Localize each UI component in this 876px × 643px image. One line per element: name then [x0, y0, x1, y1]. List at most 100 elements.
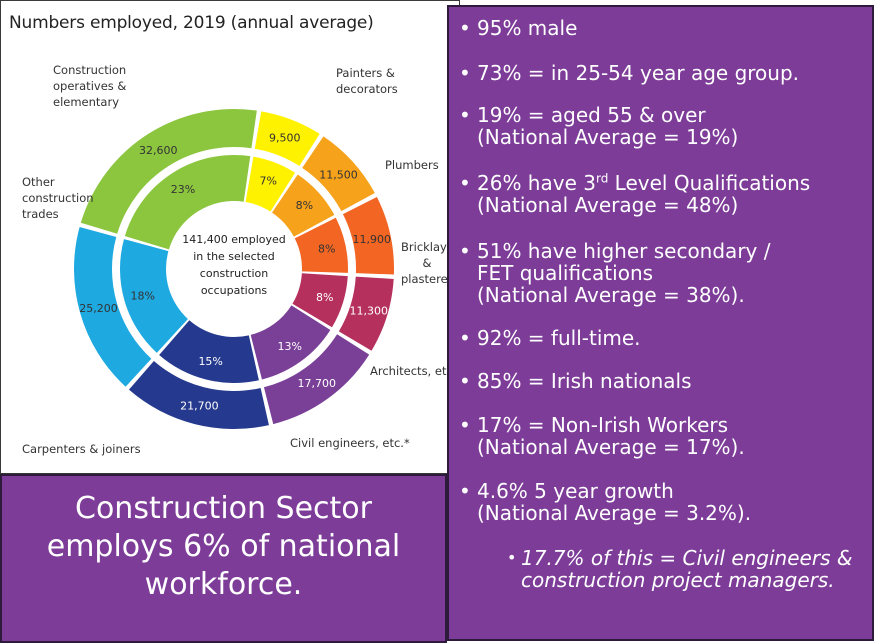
bullet-icon: • — [459, 61, 471, 85]
percent-label: 8% — [318, 243, 335, 256]
fact-line: (National Average = 17%). — [477, 435, 745, 459]
value-label: 11,300 — [349, 305, 388, 318]
bullet-icon: • — [459, 326, 471, 350]
bullet-icon: • — [459, 16, 471, 40]
inner-slice — [245, 156, 296, 212]
percent-label: 15% — [198, 355, 222, 368]
fact-line: 17% = Non-Irish Workers — [477, 413, 729, 437]
percent-label: 7% — [259, 174, 276, 187]
sub-fact-line: 17.7% of this = Civil engineers — [521, 546, 831, 570]
fact-line: 95% male — [477, 16, 578, 40]
category-label: plasterers — [401, 272, 458, 286]
fact-line: 4.6% 5 year growth — [477, 479, 674, 503]
bullet-icon: • — [459, 239, 471, 263]
center-label: in the selected — [193, 250, 275, 263]
fact-line: 92% = full-time. — [477, 326, 641, 350]
sub-fact-line: managers. — [727, 568, 835, 592]
value-label: 32,600 — [139, 144, 178, 157]
bullet-icon: • — [507, 548, 517, 567]
inner-slice — [124, 155, 251, 250]
category-label: Plumbers — [385, 158, 439, 172]
fact-line: (National Average = 48%) — [477, 193, 739, 217]
headline-line: employs 6% of national — [46, 529, 401, 564]
value-label: 9,500 — [269, 131, 301, 144]
category-label: Civil engineers, etc.* — [290, 436, 410, 450]
percent-label: 23% — [171, 183, 195, 196]
percent-label: 8% — [296, 199, 313, 212]
category-label: Other — [22, 175, 55, 189]
category-label: construction — [22, 191, 94, 205]
category-label: elementary — [53, 95, 119, 109]
percent-label: 13% — [278, 340, 302, 353]
category-label: Carpenters & joiners — [22, 442, 141, 456]
outer-slice — [254, 111, 320, 166]
fact-item: • 17% = Non-Irish Workers (National Aver… — [459, 413, 872, 459]
value-label: 11,900 — [352, 233, 391, 246]
headline-line: Construction Sector — [75, 491, 372, 526]
outer-slice — [80, 109, 257, 234]
fact-line: 26% have 3rd Level Qualifications — [477, 172, 872, 194]
outer-slice — [73, 227, 152, 387]
fact-item: • 51% have higher secondary / FET qualif… — [459, 239, 872, 307]
center-label: construction — [200, 267, 268, 280]
fact-line: 51% have higher secondary / — [477, 239, 771, 263]
percent-label: 18% — [130, 289, 154, 302]
headline-line: workforce. — [144, 567, 303, 602]
sub-fact-item: • 17.7% of this = Civil engineers & cons… — [507, 546, 866, 592]
fact-line: FET qualifications — [477, 261, 654, 285]
donut-chart: 32,600 23% Construction operatives & element… — [22, 63, 459, 456]
inner-slice — [119, 239, 188, 353]
category-label: Construction — [53, 63, 126, 77]
category-label: Bricklayers — [401, 240, 459, 254]
value-label: 25,200 — [79, 302, 118, 315]
fact-item: • 92% = full-time. — [459, 326, 872, 350]
fact-line: (National Average = 38%). — [477, 283, 745, 307]
outer-slice — [302, 136, 375, 212]
category-label: trades — [22, 207, 59, 221]
category-label: & — [423, 256, 432, 270]
inner-slice — [294, 217, 348, 273]
category-label: operatives & — [53, 79, 126, 93]
chart-title: Numbers employed, 2019 (annual average) — [9, 13, 374, 33]
outer-slice — [338, 276, 394, 351]
bullet-icon: • — [459, 171, 471, 195]
fact-line: (National Average = 19%) — [477, 125, 739, 149]
bullet-icon: • — [459, 103, 471, 127]
inner-slice — [292, 273, 348, 328]
fact-line: 85% = Irish nationals — [477, 369, 692, 393]
fact-item: • 73% = in 25-54 year age group. — [459, 61, 872, 85]
category-label: decorators — [336, 82, 398, 96]
superscript: rd — [595, 171, 609, 186]
fact-item: • 4.6% 5 year growth (National Average =… — [459, 479, 872, 525]
fact-text: 26% have 3 — [477, 171, 596, 195]
headline-text: Construction Sector employs 6% of nation… — [2, 490, 445, 604]
value-label: 17,700 — [298, 377, 337, 390]
outer-slice — [263, 334, 370, 425]
fact-item: • 19% = aged 55 & over (National Average… — [459, 103, 872, 149]
inner-slice — [272, 174, 335, 237]
percent-label: 8% — [316, 291, 333, 304]
value-label: 11,500 — [319, 168, 358, 181]
outer-slice — [128, 361, 269, 429]
value-label: 21,700 — [180, 400, 219, 413]
center-label: occupations — [201, 284, 268, 297]
category-label: Painters & — [336, 66, 395, 80]
fact-line: 73% = in 25-54 year age group. — [477, 61, 800, 85]
fact-item: • 26% have 3rd Level Qualifications (Nat… — [459, 172, 872, 217]
bullet-icon: • — [459, 479, 471, 503]
outer-slice — [342, 197, 394, 275]
inner-slice — [159, 320, 259, 383]
fact-item: • 85% = Irish nationals — [459, 369, 872, 393]
bullet-icon: • — [459, 413, 471, 437]
center-label: 141,400 employed — [182, 233, 286, 246]
chart-panel: Numbers employed, 2019 (annual average) … — [0, 0, 460, 474]
facts-panel: • 95% male • 73% = in 25-54 year age gro… — [447, 5, 874, 641]
fact-item: • 95% male — [459, 16, 872, 40]
category-label: Architects, etc.* — [370, 364, 459, 378]
inner-slice — [250, 305, 331, 380]
fact-line: (National Average = 3.2%). — [477, 501, 752, 525]
sub-fact-line: & construction project — [521, 546, 853, 592]
bullet-icon: • — [459, 369, 471, 393]
fact-line: 19% = aged 55 & over — [477, 103, 706, 127]
headline-box: Construction Sector employs 6% of nation… — [0, 474, 447, 643]
